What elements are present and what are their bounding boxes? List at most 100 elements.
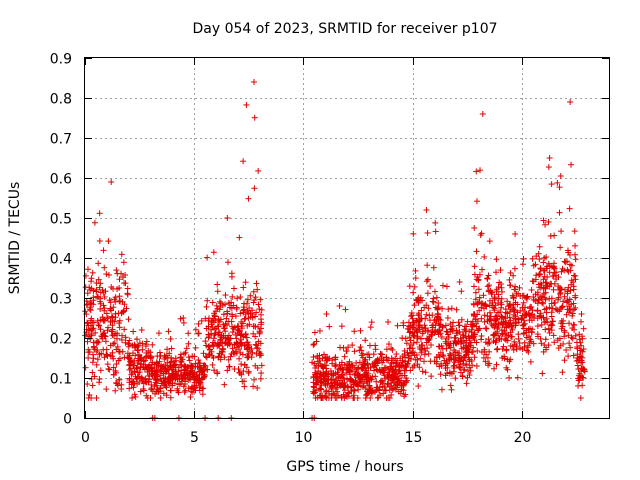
data-point [219,345,226,352]
data-point [256,328,263,335]
data-point [130,378,137,385]
data-point [165,328,172,335]
data-point [234,295,241,302]
data-point [116,376,123,383]
data-point [258,362,265,369]
data-point [94,356,101,363]
data-point [93,348,100,355]
data-point [180,375,187,382]
data-point [187,394,194,401]
data-point [167,336,174,343]
data-point [104,361,111,368]
data-point [577,395,584,401]
data-point [134,336,141,343]
data-point [228,350,235,357]
data-point [213,302,220,309]
data-point [94,293,101,300]
data-point [448,305,455,312]
data-point [258,319,265,326]
data-point [82,308,89,315]
data-point [85,354,92,361]
data-point [227,353,234,360]
data-point [239,325,246,332]
data-point [92,329,99,336]
data-point [185,376,192,383]
data-point [112,379,119,386]
data-point [253,280,260,287]
data-point [163,384,170,391]
data-point [525,348,532,355]
data-point [222,328,229,335]
data-point [126,366,133,373]
data-point [140,380,147,387]
data-point [245,309,252,316]
data-point [498,284,505,291]
data-point [437,371,444,378]
data-point [502,309,509,316]
data-point [188,369,195,376]
data-point [481,312,488,319]
data-point [196,360,203,367]
data-point [423,311,430,318]
data-point [164,346,171,353]
data-point [558,268,565,275]
data-point [110,304,117,311]
data-point [220,311,227,318]
data-point [205,331,212,338]
data-point [177,351,184,358]
data-point [185,330,192,337]
data-point [214,323,221,330]
data-point [82,272,89,279]
data-point [114,335,121,342]
data-point [192,387,199,394]
data-point [198,317,205,324]
data-point [152,376,159,383]
data-point [433,294,440,301]
data-point [506,276,513,283]
data-point [102,288,109,295]
data-point [143,338,150,345]
data-point [219,302,226,309]
data-point [527,358,534,365]
data-point [310,354,317,361]
data-point [116,276,123,283]
data-point [96,376,103,383]
data-point [148,371,155,378]
data-point [151,368,158,375]
data-point [412,275,419,282]
data-point [100,247,107,254]
data-point [84,338,91,345]
data-point [206,343,213,350]
data-point [244,300,251,307]
data-point [556,209,563,216]
data-point [101,293,108,300]
data-point [122,280,129,287]
data-point [97,326,104,333]
data-point [241,383,248,390]
data-point [250,383,257,390]
data-point [207,326,214,333]
data-point [245,341,252,348]
data-point [135,373,142,380]
data-point [181,350,188,357]
data-point [97,305,104,312]
data-point [132,352,139,359]
data-point [551,232,558,239]
data-point [209,299,216,306]
data-point [255,167,262,174]
data-point [512,231,519,237]
data-point [439,282,446,289]
data-point [233,304,240,311]
data-point [498,304,505,311]
data-point [94,340,101,347]
data-point [101,354,108,361]
data-point [155,330,162,337]
data-point [565,353,572,360]
data-point [413,339,420,346]
data-point [244,339,251,346]
data-point [222,292,229,299]
data-point [235,346,242,353]
data-point [118,336,125,343]
data-point [172,375,179,382]
data-point [130,384,137,391]
